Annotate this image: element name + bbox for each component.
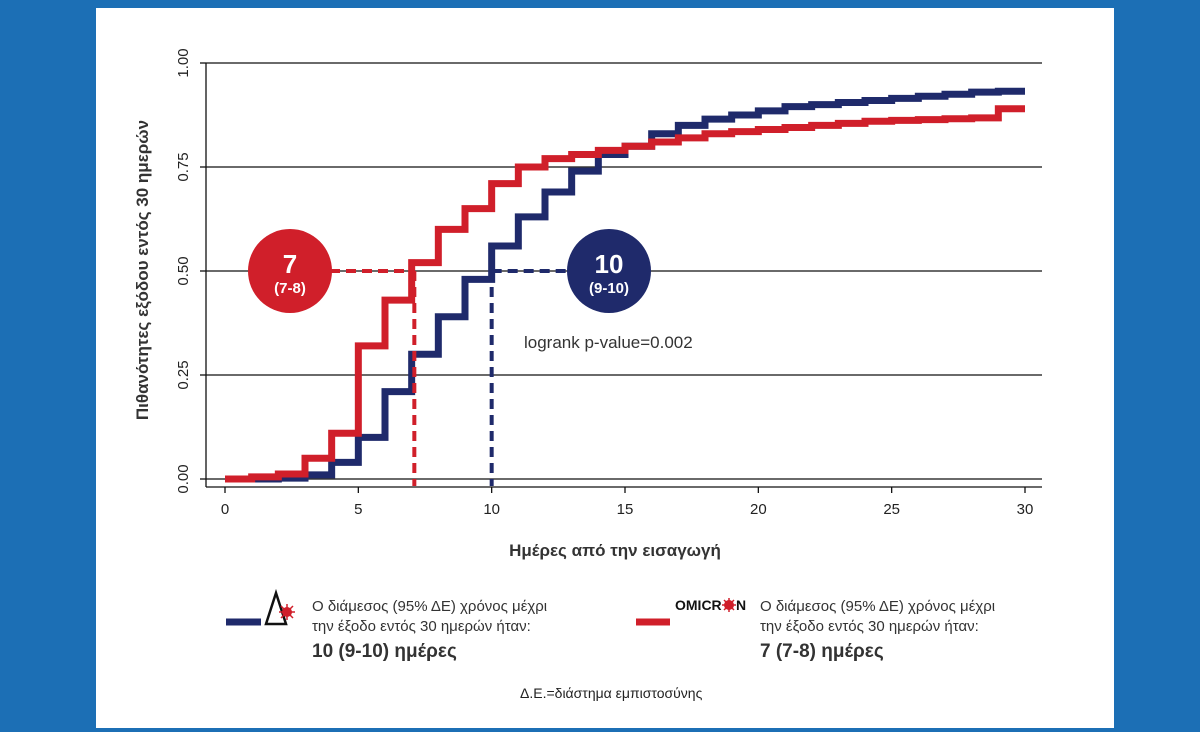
y-tick-label: 1.00	[175, 48, 192, 77]
median-markers: 7(7-8) 10(9-10)	[248, 229, 651, 486]
x-axis-title: Ημέρες από την εισαγωγή	[509, 541, 721, 560]
median-badge-value: 10	[595, 249, 624, 279]
x-tick-label: 0	[221, 501, 229, 518]
x-tick-label: 20	[750, 501, 767, 518]
series-lines	[225, 87, 1025, 483]
x-tick-label: 5	[354, 501, 362, 518]
omicron-legend-text: Ο διάμεσος (95% ΔΕ) χρόνος μέχρι την έξο…	[760, 598, 996, 635]
x-tick-label: 25	[883, 501, 900, 518]
median-badge-ci: (9-10)	[589, 280, 629, 297]
x-tick-label: 10	[483, 501, 500, 518]
x-tick-label: 30	[1017, 501, 1034, 518]
omicron-median-value: 7 (7-8) ημέρες	[760, 641, 884, 662]
median-badge	[248, 229, 332, 313]
median-badge-ci: (7-8)	[274, 280, 306, 297]
delta-median-value: 10 (9-10) ημέρες	[312, 641, 457, 662]
y-tick-label: 0.25	[175, 360, 192, 389]
series-line-omicron	[225, 105, 1025, 483]
footnote: Δ.Ε.=διάστημα εμπιστοσύνης	[520, 685, 703, 701]
median-badge	[567, 229, 651, 313]
axes	[205, 63, 1042, 488]
median-badge-value: 7	[283, 249, 297, 279]
omicron-logo-icon: OMICR N	[675, 597, 746, 613]
y-tick-label: 0.50	[175, 256, 192, 285]
svg-text:OMICR: OMICR	[675, 597, 722, 613]
figure-card: 0.00 0.25 0.50 0.75 1.00 0 5 10 15 20 25 30 7 (7-8)…	[96, 8, 1114, 728]
delta-legend-text: Ο διάμεσος (95% ΔΕ) χρόνος μέχρι την έξο…	[312, 598, 548, 635]
y-tick-label: 0.75	[175, 152, 192, 181]
logrank-annotation: logrank p-value=0.002	[524, 333, 693, 352]
y-axis-title: Πιθανότητες εξόδου εντός 30 ημερών	[133, 120, 152, 420]
delta-virus-icon	[264, 588, 295, 626]
y-tick-labels: 0.00 0.25 0.50 0.75 1.00	[175, 48, 192, 493]
x-tick-labels: 0 5 10 15 20 25 30	[221, 487, 1034, 518]
y-tick-label: 0.00	[175, 464, 192, 493]
svg-text:N: N	[736, 597, 746, 613]
x-tick-label: 15	[617, 501, 634, 518]
chart-svg: 0.00 0.25 0.50 0.75 1.00 0 5 10 15 20 25 30 7(7-8)…	[133, 48, 1042, 626]
